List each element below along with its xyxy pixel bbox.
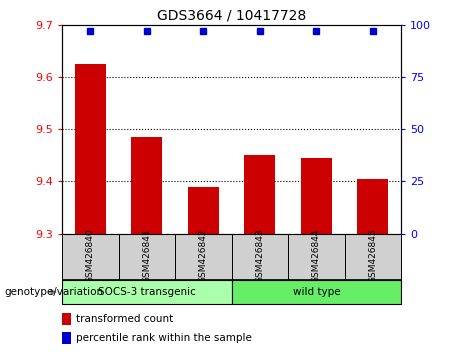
Bar: [344, 234, 401, 280]
Bar: [231, 234, 288, 280]
Bar: [62, 280, 231, 304]
Text: percentile rank within the sample: percentile rank within the sample: [76, 333, 252, 343]
Text: GSM426845: GSM426845: [368, 228, 378, 283]
Bar: [118, 234, 175, 280]
Text: GSM426844: GSM426844: [312, 228, 321, 283]
Bar: [62, 313, 71, 325]
Text: wild type: wild type: [293, 287, 340, 297]
Text: transformed count: transformed count: [76, 314, 173, 324]
Text: GSM426842: GSM426842: [199, 228, 208, 283]
Bar: [131, 137, 162, 234]
Text: SOCS-3 transgenic: SOCS-3 transgenic: [98, 287, 196, 297]
Text: GSM426840: GSM426840: [86, 228, 95, 283]
Bar: [62, 234, 118, 280]
Text: genotype/variation: genotype/variation: [5, 287, 104, 297]
Bar: [62, 332, 71, 344]
Text: GSM426843: GSM426843: [255, 228, 265, 283]
Bar: [288, 234, 344, 280]
Bar: [357, 179, 388, 234]
Bar: [75, 64, 106, 234]
Title: GDS3664 / 10417728: GDS3664 / 10417728: [157, 8, 306, 22]
Bar: [244, 155, 275, 234]
Bar: [175, 234, 231, 280]
Text: GSM426841: GSM426841: [142, 228, 152, 283]
Bar: [301, 158, 332, 234]
Bar: [188, 187, 219, 234]
Bar: [231, 280, 401, 304]
